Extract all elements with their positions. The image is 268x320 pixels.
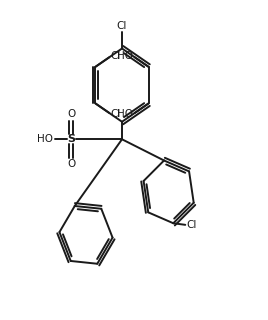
Text: HO: HO: [117, 51, 133, 61]
Text: HO: HO: [117, 109, 133, 119]
Text: Cl: Cl: [111, 51, 121, 61]
Text: HO: HO: [37, 134, 53, 144]
Text: S: S: [67, 134, 75, 144]
Text: O: O: [67, 109, 76, 119]
Text: Cl: Cl: [111, 109, 121, 119]
Text: Cl: Cl: [117, 21, 127, 31]
Text: Cl: Cl: [186, 220, 197, 230]
Text: O: O: [67, 159, 76, 169]
